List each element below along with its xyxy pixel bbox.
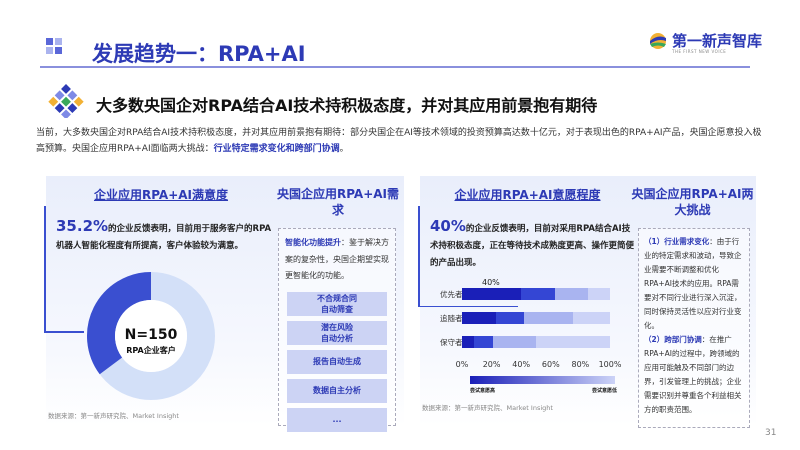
needs-box: 智能化功能提升：鉴于解决方案的复杂性，央国企期望实现更智能化的功能。 不合规合同…: [278, 228, 396, 432]
deco-square: [55, 38, 62, 45]
need-item: ...: [287, 407, 387, 432]
accent-line: [418, 206, 420, 306]
bar-segment: [493, 336, 536, 348]
donut-center: [115, 300, 187, 372]
data-source: 数据来源：第一新声研究院、Market Insight: [422, 404, 553, 412]
challenge-1-text: ：由于行业的特定需求和波动，导致企业需要不断调整和优化RPA+AI技术的应用。R…: [644, 237, 742, 330]
data-source: 数据来源：第一新声研究院、Market Insight: [48, 412, 179, 420]
deco-square: [55, 47, 62, 54]
x-tick-label: 100%: [598, 360, 622, 369]
need-item: 数据自主分析: [287, 378, 387, 403]
need-item: 潜在风险 自动分析: [287, 320, 387, 345]
challenge-2-text: ：在推广RPA+AI的过程中，跨领域的应用可能触及不同部门的边界，引发管理上的挑…: [644, 335, 742, 414]
bar-segment: [462, 312, 497, 324]
bar-segment: [587, 288, 610, 300]
need-item: 报告自动生成: [287, 349, 387, 374]
bar-category-label: 优先者: [440, 290, 463, 299]
needs-title: 央国企应用RPA+AI需求: [276, 187, 400, 217]
deco-square: [46, 47, 53, 54]
needs-text: ：鉴于解决方案的复杂性，央国企期望实现更智能化的功能。: [285, 238, 389, 280]
bar-segment: [462, 288, 522, 300]
x-tick-label: 60%: [541, 360, 560, 369]
legend-high: 尝试意愿高: [470, 388, 496, 394]
challenges-title: 央国企应用RPA+AI两大挑战: [631, 187, 754, 217]
challenge-2-lead: （2）跨部门协调: [644, 335, 702, 344]
intro-highlight: 行业特定需求变化和跨部门协调: [213, 144, 340, 154]
x-tick-label: 80%: [571, 360, 590, 369]
satisfaction-donut: N=150 RPA企业客户: [87, 272, 215, 400]
bar-segment: [573, 312, 610, 324]
legend-gradient: [470, 376, 615, 384]
willingness-panel: 企业应用RPA+AI意愿程度 40%的企业反馈表明，目前对采用RPA结合AI技术…: [418, 176, 756, 428]
challenges-text: （1）行业需求变化：由于行业的特定需求和波动，导致企业需要不断调整和优化RPA+…: [639, 229, 749, 423]
x-tick-label: 20%: [482, 360, 501, 369]
legend-low: 尝试意愿低: [592, 388, 618, 394]
intro-text: 当前，大多数央国企对RPA结合AI技术持积极态度，并对其应用前景抱有期待：部分央…: [36, 128, 762, 154]
bar-segment: [521, 288, 556, 300]
willingness-title: 企业应用RPA+AI意愿程度: [454, 188, 601, 202]
logo-icon: [650, 32, 666, 49]
donut-center-sub: RPA企业客户: [126, 345, 175, 355]
bar-category-label: 追随者: [440, 314, 463, 323]
bar-segment: [473, 336, 494, 348]
willingness-stat: 40%: [430, 217, 466, 235]
accent-line: [44, 206, 46, 333]
logo-text: 第一新声智库: [672, 32, 763, 50]
intro-paragraph: 当前，大多数央国企对RPA结合AI技术持积极态度，并对其应用前景抱有期待：部分央…: [36, 125, 766, 157]
page-title: 发展趋势一：RPA+AI: [92, 42, 306, 66]
need-item: 不合规合同 自动筛查: [287, 291, 387, 316]
intro-end: 。: [339, 144, 349, 154]
donut-center-main: N=150: [125, 327, 178, 343]
willingness-desc: 40%的企业反馈表明，目前对采用RPA结合AI技术持积极态度，正在等待技术成熟度…: [430, 218, 635, 272]
divider: [40, 66, 750, 68]
bar-segment: [555, 288, 588, 300]
bar-category-label: 保守者: [440, 338, 463, 347]
satisfaction-stat: 35.2%: [56, 217, 109, 235]
satisfaction-text: 的企业反馈表明，目前用于服务客户的RPA机器人智能化程度有所提高，客户体验较为满…: [56, 224, 272, 251]
logo: 第一新声智库 THE FIRST NEW VOICE: [648, 30, 763, 54]
challenge-1-lead: （1）行业需求变化: [644, 237, 710, 246]
donut-main-segment: [87, 272, 152, 375]
needs-lead: 智能化功能提升: [285, 238, 341, 247]
willingness-text: 的企业反馈表明，目前对采用RPA结合AI技术持积极态度，正在等待技术成熟度更高、…: [430, 224, 635, 268]
accent-line: [44, 331, 84, 333]
x-tick-label: 0%: [455, 360, 469, 369]
diamond-grid-icon: [48, 84, 84, 118]
logo-subtext: THE FIRST NEW VOICE: [672, 49, 727, 54]
satisfaction-panel: 企业应用RPA+AI满意度 35.2%的企业反馈表明，目前用于服务客户的RPA机…: [44, 176, 404, 432]
bar-segment: [462, 336, 474, 348]
page-number: 31: [765, 428, 777, 438]
deco-square: [46, 38, 53, 45]
willingness-chart: 40% 优先者追随者保守者 0% 20% 40% 60% 80% 100%: [420, 276, 640, 386]
bar-segment: [524, 312, 573, 324]
bar-segment: [536, 336, 610, 348]
needs-desc: 智能化功能提升：鉴于解决方案的复杂性，央国企期望实现更智能化的功能。: [279, 229, 395, 287]
bar-annotation: 40%: [482, 278, 500, 287]
x-tick-label: 40%: [512, 360, 531, 369]
satisfaction-desc: 35.2%的企业反馈表明，目前用于服务客户的RPA机器人智能化程度有所提高，客户…: [56, 218, 276, 255]
accent-line: [418, 306, 518, 307]
challenges-box: （1）行业需求变化：由于行业的特定需求和波动，导致企业需要不断调整和优化RPA+…: [638, 228, 750, 428]
satisfaction-title: 企业应用RPA+AI满意度: [93, 188, 229, 202]
bar-segment: [496, 312, 525, 324]
section-subtitle: 大多数央国企对RPA结合AI技术持积极态度，并对其应用前景抱有期待: [96, 96, 598, 115]
